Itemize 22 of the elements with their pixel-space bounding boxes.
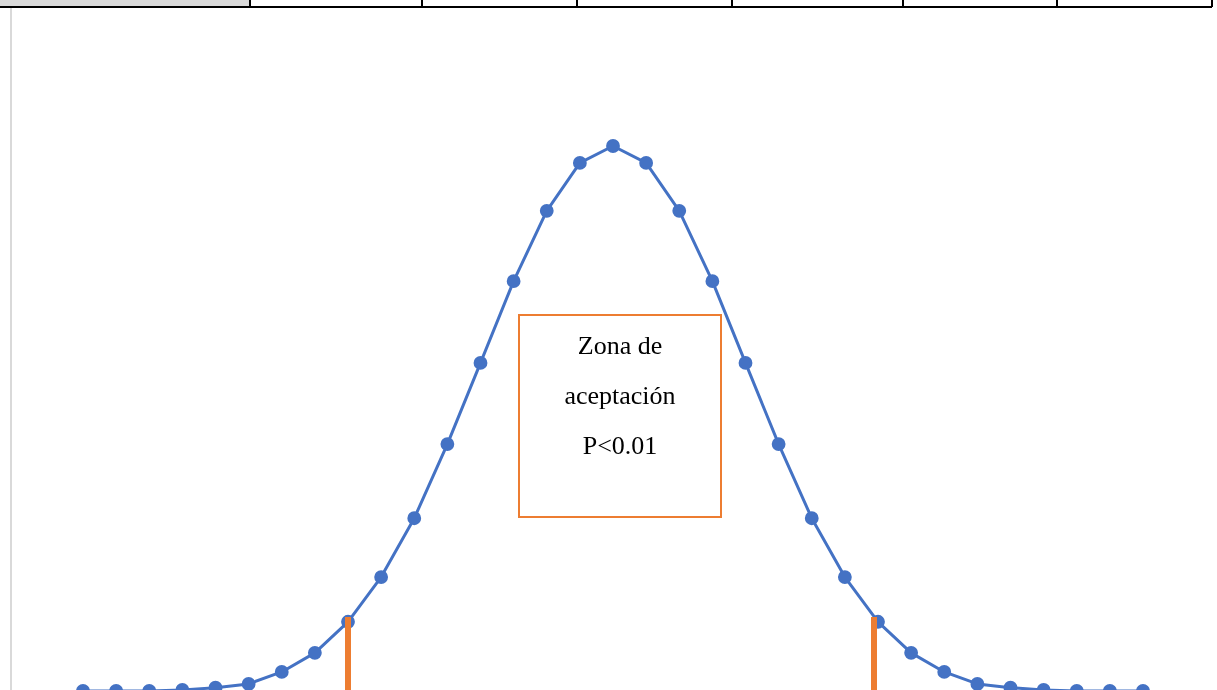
point bbox=[440, 437, 455, 452]
point bbox=[572, 156, 587, 170]
point bbox=[970, 677, 985, 690]
point bbox=[771, 437, 786, 452]
point bbox=[904, 645, 919, 660]
point bbox=[705, 274, 720, 289]
point bbox=[307, 645, 322, 660]
point bbox=[639, 156, 654, 170]
point bbox=[804, 511, 819, 526]
point bbox=[473, 356, 488, 370]
point bbox=[937, 665, 952, 679]
point bbox=[837, 570, 852, 584]
point bbox=[539, 203, 554, 218]
point bbox=[374, 570, 389, 584]
annotation: Zona de aceptación P<0.01 bbox=[564, 331, 676, 460]
point bbox=[672, 203, 687, 218]
point bbox=[606, 139, 620, 153]
point bbox=[241, 677, 256, 690]
point bbox=[738, 356, 753, 370]
point bbox=[506, 274, 521, 289]
point bbox=[274, 665, 289, 679]
point bbox=[407, 511, 422, 526]
